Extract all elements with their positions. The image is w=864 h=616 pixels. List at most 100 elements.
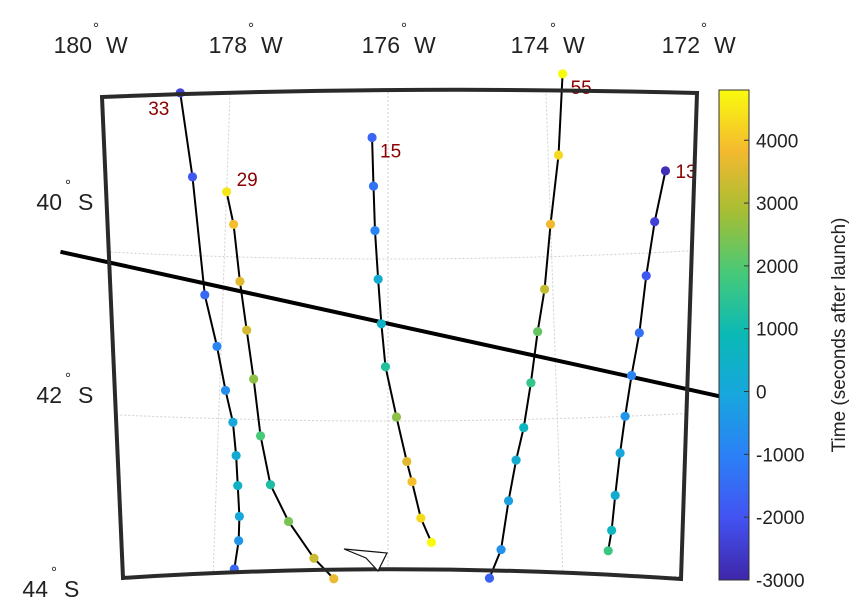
colorbar: 4000 3000 2000 1000 0 -1000 -2000 -3000 Time (se… <box>718 89 850 592</box>
track-point <box>426 537 437 547</box>
track-point <box>380 362 391 372</box>
axis-labels: 180°W 178°W 176°W 174°W 172°W40°S42°S44°S <box>22 20 736 602</box>
track-point <box>221 187 232 197</box>
reference-line <box>60 249 735 402</box>
track-point <box>309 553 319 563</box>
parallel-gridline <box>102 243 697 260</box>
track-point <box>496 544 506 555</box>
meridian-gridline <box>211 89 234 580</box>
track-point <box>503 496 514 506</box>
track-point <box>220 385 231 396</box>
longitude-tick-label: 176° W <box>362 20 436 58</box>
meridian-gridline <box>542 89 565 580</box>
svg-text:S: S <box>78 382 93 408</box>
track-point <box>634 328 644 338</box>
track-point <box>373 274 383 284</box>
coastline-fragment <box>343 548 388 573</box>
track-point <box>650 217 660 227</box>
svg-text:°: ° <box>51 564 57 581</box>
svg-text:44: 44 <box>22 576 48 602</box>
meridian-gridline <box>35 6 78 614</box>
track-line <box>607 170 667 551</box>
track-point <box>557 69 568 79</box>
track-point <box>526 378 536 388</box>
track-label: 29 <box>237 170 258 191</box>
track-line <box>225 191 335 580</box>
track-29: 29 <box>221 170 339 584</box>
svg-text:40: 40 <box>36 189 62 215</box>
track-point <box>212 341 222 351</box>
svg-text:W: W <box>106 32 128 58</box>
svg-text:°: ° <box>65 370 71 387</box>
track-point <box>610 490 620 500</box>
latitude-tick-label: 44° S <box>22 564 79 602</box>
track-point <box>376 319 386 329</box>
track-point <box>484 573 495 583</box>
track-point <box>235 276 245 286</box>
track-point <box>607 525 617 536</box>
track-label: 33 <box>148 99 169 120</box>
svg-text:°: ° <box>550 20 556 37</box>
colorbar-tick-label: 3000 <box>756 194 798 215</box>
svg-text:176: 176 <box>362 32 400 58</box>
track-point <box>370 226 380 236</box>
track-point <box>416 513 426 523</box>
track-point <box>242 325 252 335</box>
track-point <box>231 450 241 461</box>
track-label: 15 <box>380 141 401 162</box>
track-point <box>519 422 529 433</box>
svg-text:°: ° <box>401 20 407 37</box>
latitude-tick-label: 42° S <box>36 370 93 408</box>
track-line <box>371 137 433 543</box>
colorbar-tick-label: -1000 <box>756 445 805 466</box>
svg-text:178: 178 <box>209 32 247 58</box>
track-point <box>249 374 259 384</box>
track-point <box>329 574 339 584</box>
colorbar-tick-label: 2000 <box>756 257 798 278</box>
svg-text:°: ° <box>93 20 99 37</box>
track-point <box>368 181 379 191</box>
svg-text:W: W <box>714 32 736 58</box>
track-point <box>626 370 637 381</box>
longitude-tick-label: 172° W <box>662 20 736 58</box>
track-point <box>228 219 239 230</box>
colorbar-tick-label: -2000 <box>756 508 805 529</box>
svg-text:S: S <box>64 576 79 602</box>
track-line <box>179 92 241 570</box>
track-point <box>402 456 412 467</box>
track-point <box>234 511 245 522</box>
track-point <box>367 132 377 143</box>
track-point <box>615 448 625 458</box>
track-point <box>553 150 564 160</box>
track-point <box>200 290 210 300</box>
track-point <box>533 326 543 337</box>
svg-text:W: W <box>563 32 585 58</box>
colorbar-tick-label: -3000 <box>756 571 805 592</box>
track-point <box>545 219 556 229</box>
track-point <box>641 271 651 281</box>
track-point <box>265 480 276 490</box>
svg-text:W: W <box>414 32 436 58</box>
track-point <box>603 546 613 556</box>
track-point <box>233 480 243 491</box>
svg-text:S: S <box>78 189 93 215</box>
reference-line-layer <box>60 249 735 402</box>
colorbar-tick-label: 4000 <box>756 131 798 152</box>
track-55: 55 <box>484 69 592 583</box>
svg-text:172: 172 <box>662 32 700 58</box>
track-15: 15 <box>367 132 437 547</box>
svg-text:174: 174 <box>511 32 550 58</box>
tracks-layer: 33 29 15 55 13 <box>148 69 697 584</box>
track-point <box>391 412 402 422</box>
track-point <box>407 477 417 487</box>
svg-text:°: ° <box>701 20 707 37</box>
track-point <box>187 172 198 182</box>
parallel-gridline <box>102 405 697 422</box>
track-point <box>228 417 238 427</box>
longitude-tick-label: 178° W <box>209 20 283 58</box>
longitude-tick-label: 180° W <box>54 20 128 58</box>
svg-text:180: 180 <box>54 32 92 58</box>
track-point <box>620 411 630 421</box>
track-label: 13 <box>675 162 696 183</box>
